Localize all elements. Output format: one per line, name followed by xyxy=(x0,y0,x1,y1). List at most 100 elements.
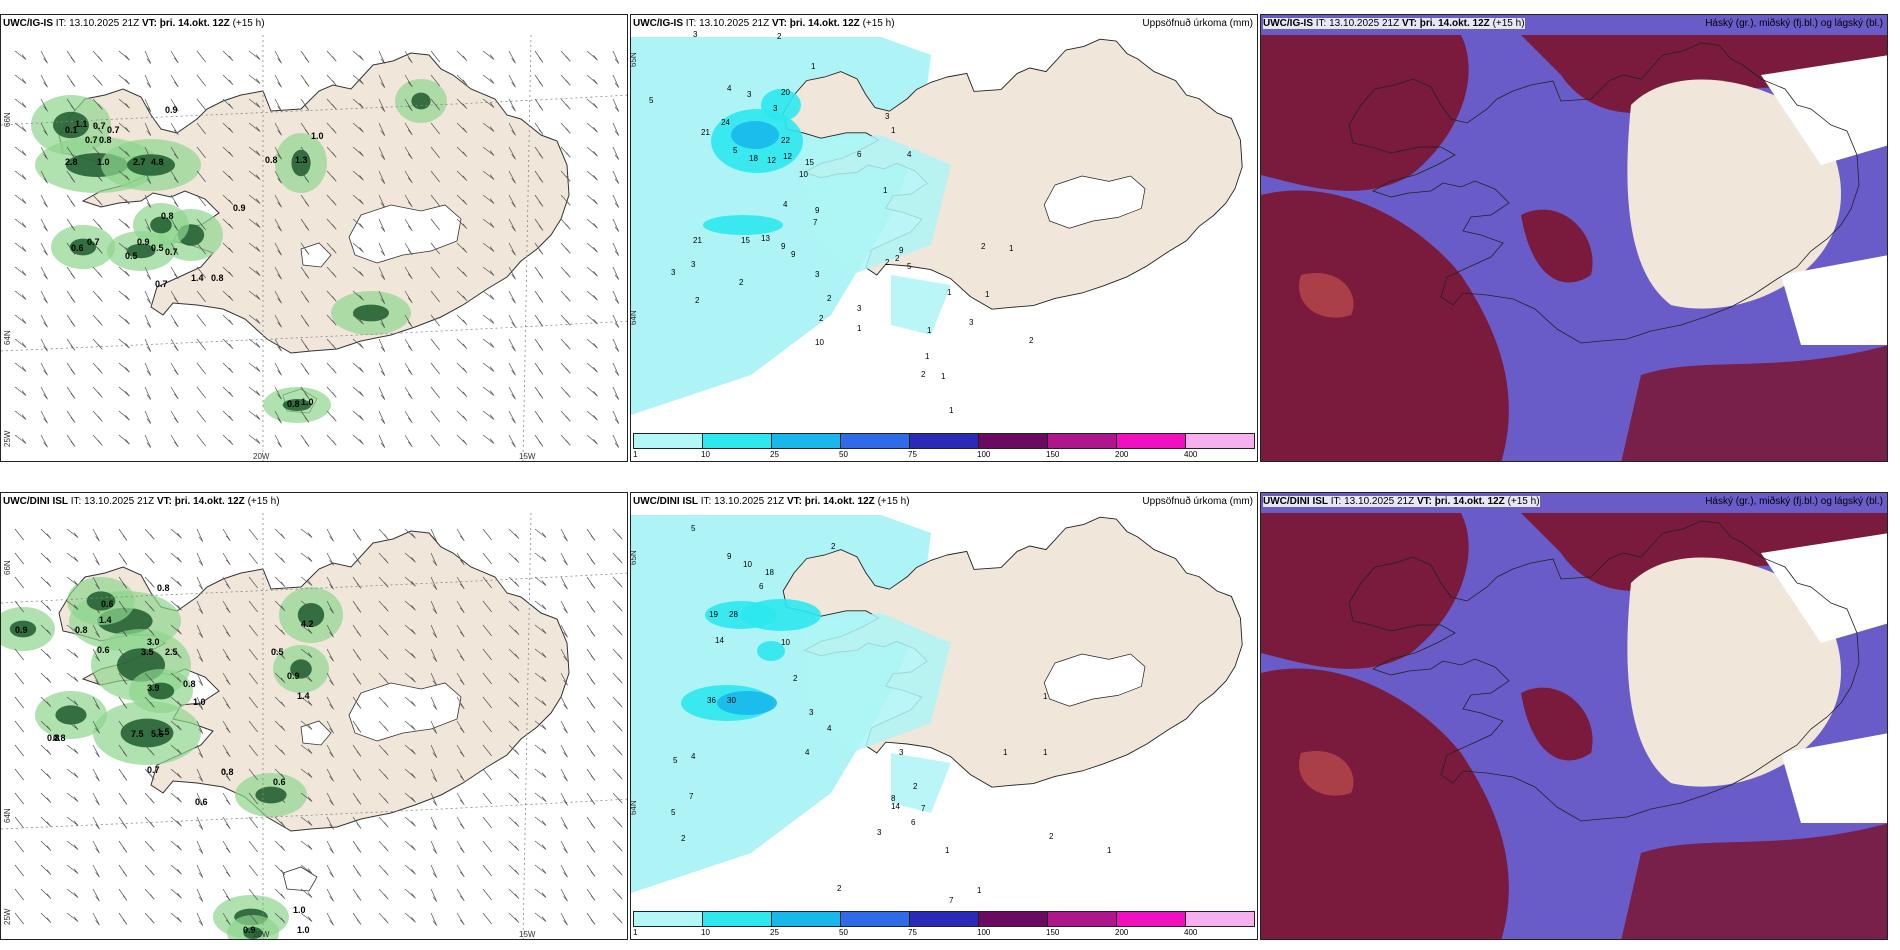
wind-barbs xyxy=(14,528,623,926)
value-label: 0.8 xyxy=(221,767,234,777)
value-label: 14 xyxy=(715,636,724,645)
value-label: 3 xyxy=(857,304,862,313)
value-label: 3 xyxy=(671,268,676,277)
legend-label: 400 xyxy=(1184,450,1198,459)
value-label: 0.7 xyxy=(147,765,160,775)
value-label: 0.7 xyxy=(107,125,120,135)
value-label: 5 xyxy=(649,96,654,105)
precip-area xyxy=(801,135,951,275)
panel-header: UWC/IG-IS IT: 13.10.2025 21Z VT: þri. 14… xyxy=(3,18,265,29)
precip-area xyxy=(801,613,951,753)
glacier xyxy=(1043,175,1146,229)
value-label: 2.8 xyxy=(65,157,78,167)
value-label: 0.8 xyxy=(211,273,224,283)
glacier xyxy=(348,682,462,742)
iceland-coastline xyxy=(1348,520,1860,822)
value-label: 30 xyxy=(727,696,736,705)
lat-label: 66N xyxy=(3,112,12,127)
mid-cloud xyxy=(1261,35,1469,191)
lat-label: 64N xyxy=(3,808,12,823)
cloud-panel-top: UWC/IG-IS IT: 13.10.2025 21Z VT: þri. 14… xyxy=(1260,14,1888,462)
value-label: 2 xyxy=(793,674,798,683)
panel-header: UWC/IG-IS IT: 13.10.2025 21Z VT: þri. 14… xyxy=(1263,18,1525,29)
lat-label: 25W xyxy=(3,908,12,925)
mid-cloud xyxy=(1521,35,1887,113)
cloud-panel-bottom: UWC/DINI ISL IT: 13.10.2025 21Z VT: þri.… xyxy=(1260,492,1888,940)
mid-cloud xyxy=(1261,668,1509,939)
value-label: 0.8 xyxy=(183,679,196,689)
glacier xyxy=(348,204,462,264)
legend-swatch xyxy=(979,434,1048,448)
value-label: 19 xyxy=(709,610,718,619)
legend-label: 75 xyxy=(908,928,917,937)
value-label: 1.0 xyxy=(97,157,110,167)
value-label: 1.0 xyxy=(301,397,314,407)
value-label: 2 xyxy=(913,782,918,791)
value-label: 0.6 xyxy=(195,797,208,807)
value-label: 0.8 xyxy=(157,583,170,593)
legend-swatch xyxy=(634,434,703,448)
value-label: 0.8 xyxy=(47,733,60,743)
value-label: 2 xyxy=(1049,832,1054,841)
cloud-map xyxy=(1261,15,1887,461)
lon-label: 20W xyxy=(253,452,270,461)
legend-label: 1 xyxy=(633,928,638,937)
value-label: 1 xyxy=(811,62,816,71)
lat-label: 25W xyxy=(3,430,12,447)
value-label: 3 xyxy=(815,270,820,279)
value-label: 0.8 xyxy=(75,625,88,635)
value-labels: 0.8 0.6 1.4 0.9 0.8 0.6 3.03.5 2.5 3.9 0.8 1.0 1.5 7… xyxy=(15,583,314,935)
value-label: 10 xyxy=(743,560,752,569)
value-label: 1.0 xyxy=(293,905,306,915)
value-label: 1 xyxy=(1107,846,1112,855)
lat-label: 65N xyxy=(630,550,638,565)
value-label: 0.8 xyxy=(265,155,278,165)
value-label: 1.1 xyxy=(75,119,88,129)
value-label: 4 xyxy=(727,84,732,93)
value-label: 0.5 xyxy=(151,243,164,253)
value-label: 5.6 xyxy=(151,729,164,739)
value-label: 0.9 xyxy=(165,105,178,115)
value-label: 1 xyxy=(927,326,932,335)
value-label: 6 xyxy=(911,818,916,827)
mid-cloud xyxy=(1521,687,1593,761)
value-label: 0.9 xyxy=(243,925,256,935)
glacier xyxy=(300,242,332,268)
iceland-coastline xyxy=(1348,42,1860,344)
wind-map: 0.90.70.11.10.70.80.72.8 1.0 2.7 4.81.00.8 1… xyxy=(1,15,627,461)
value-label: 0.1 xyxy=(65,125,78,135)
value-label: 2 xyxy=(819,314,824,323)
value-label: 2 xyxy=(1029,336,1034,345)
value-label: 20 xyxy=(781,88,790,97)
value-label: 1.4 xyxy=(297,691,310,701)
legend-label: 100 xyxy=(977,928,991,937)
value-label: 18 xyxy=(749,154,758,163)
value-label: 3 xyxy=(693,30,698,39)
value-label: 9 xyxy=(899,246,904,255)
legend-label: 25 xyxy=(770,928,779,937)
legend-swatch xyxy=(910,434,979,448)
value-label: 0.7 xyxy=(93,121,106,131)
value-label: 2 xyxy=(681,834,686,843)
value-label: 1 xyxy=(977,886,982,895)
value-label: 3 xyxy=(773,104,778,113)
value-label: 3.5 xyxy=(141,647,154,657)
value-label: 24 xyxy=(721,118,730,127)
wind-panel-bottom: UWC/DINI ISL IT: 13.10.2025 21Z VT: þri.… xyxy=(0,492,628,940)
value-label: 3 xyxy=(809,708,814,717)
value-label: 36 xyxy=(707,696,716,705)
panel-title: Háský (gr.), miðský (fj.bl.) og lágský (… xyxy=(1705,496,1883,507)
precip-panel-top: UWC/IG-IS IT: 13.10.2025 21Z VT: þri. 14… xyxy=(630,14,1258,462)
value-label: 0.6 xyxy=(273,777,286,787)
value-label: 28 xyxy=(729,610,738,619)
value-label: 0.7 xyxy=(155,279,168,289)
low-cloud xyxy=(1299,751,1354,796)
value-label: 1 xyxy=(985,290,990,299)
precip-legend xyxy=(633,911,1255,927)
graticule xyxy=(1,512,627,939)
legend-label: 400 xyxy=(1184,928,1198,937)
legend-label: 100 xyxy=(977,450,991,459)
panel-header: UWC/IG-IS IT: 13.10.2025 21Z VT: þri. 14… xyxy=(633,18,895,29)
value-label: 2 xyxy=(981,242,986,251)
